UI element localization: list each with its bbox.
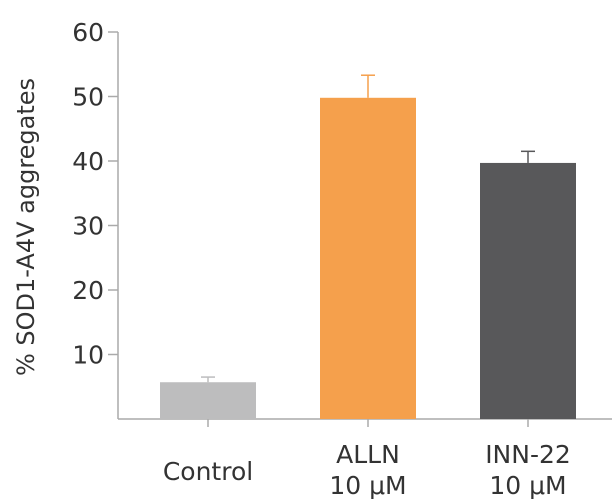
x-category-label: ALLN [336,440,400,469]
y-tick-label: 40 [72,147,104,176]
x-category-label: INN-22 [485,440,571,469]
y-tick-label: 10 [72,341,104,370]
y-tick-label: 50 [72,83,104,112]
x-category-sublabel: 10 μM [489,471,566,500]
bar [320,97,416,419]
bar [480,162,576,419]
x-category-label: Control [163,457,253,486]
y-tick-label: 20 [72,276,104,305]
y-axis-label: % SOD1-A4V aggregates [12,78,40,376]
bar [160,382,256,419]
x-category-sublabel: 10 μM [329,471,406,500]
y-tick-label: 30 [72,212,104,241]
y-tick-label: 60 [72,18,104,47]
bars [160,74,576,419]
y-ticks: 10 20 30 40 50 60 [72,18,118,370]
